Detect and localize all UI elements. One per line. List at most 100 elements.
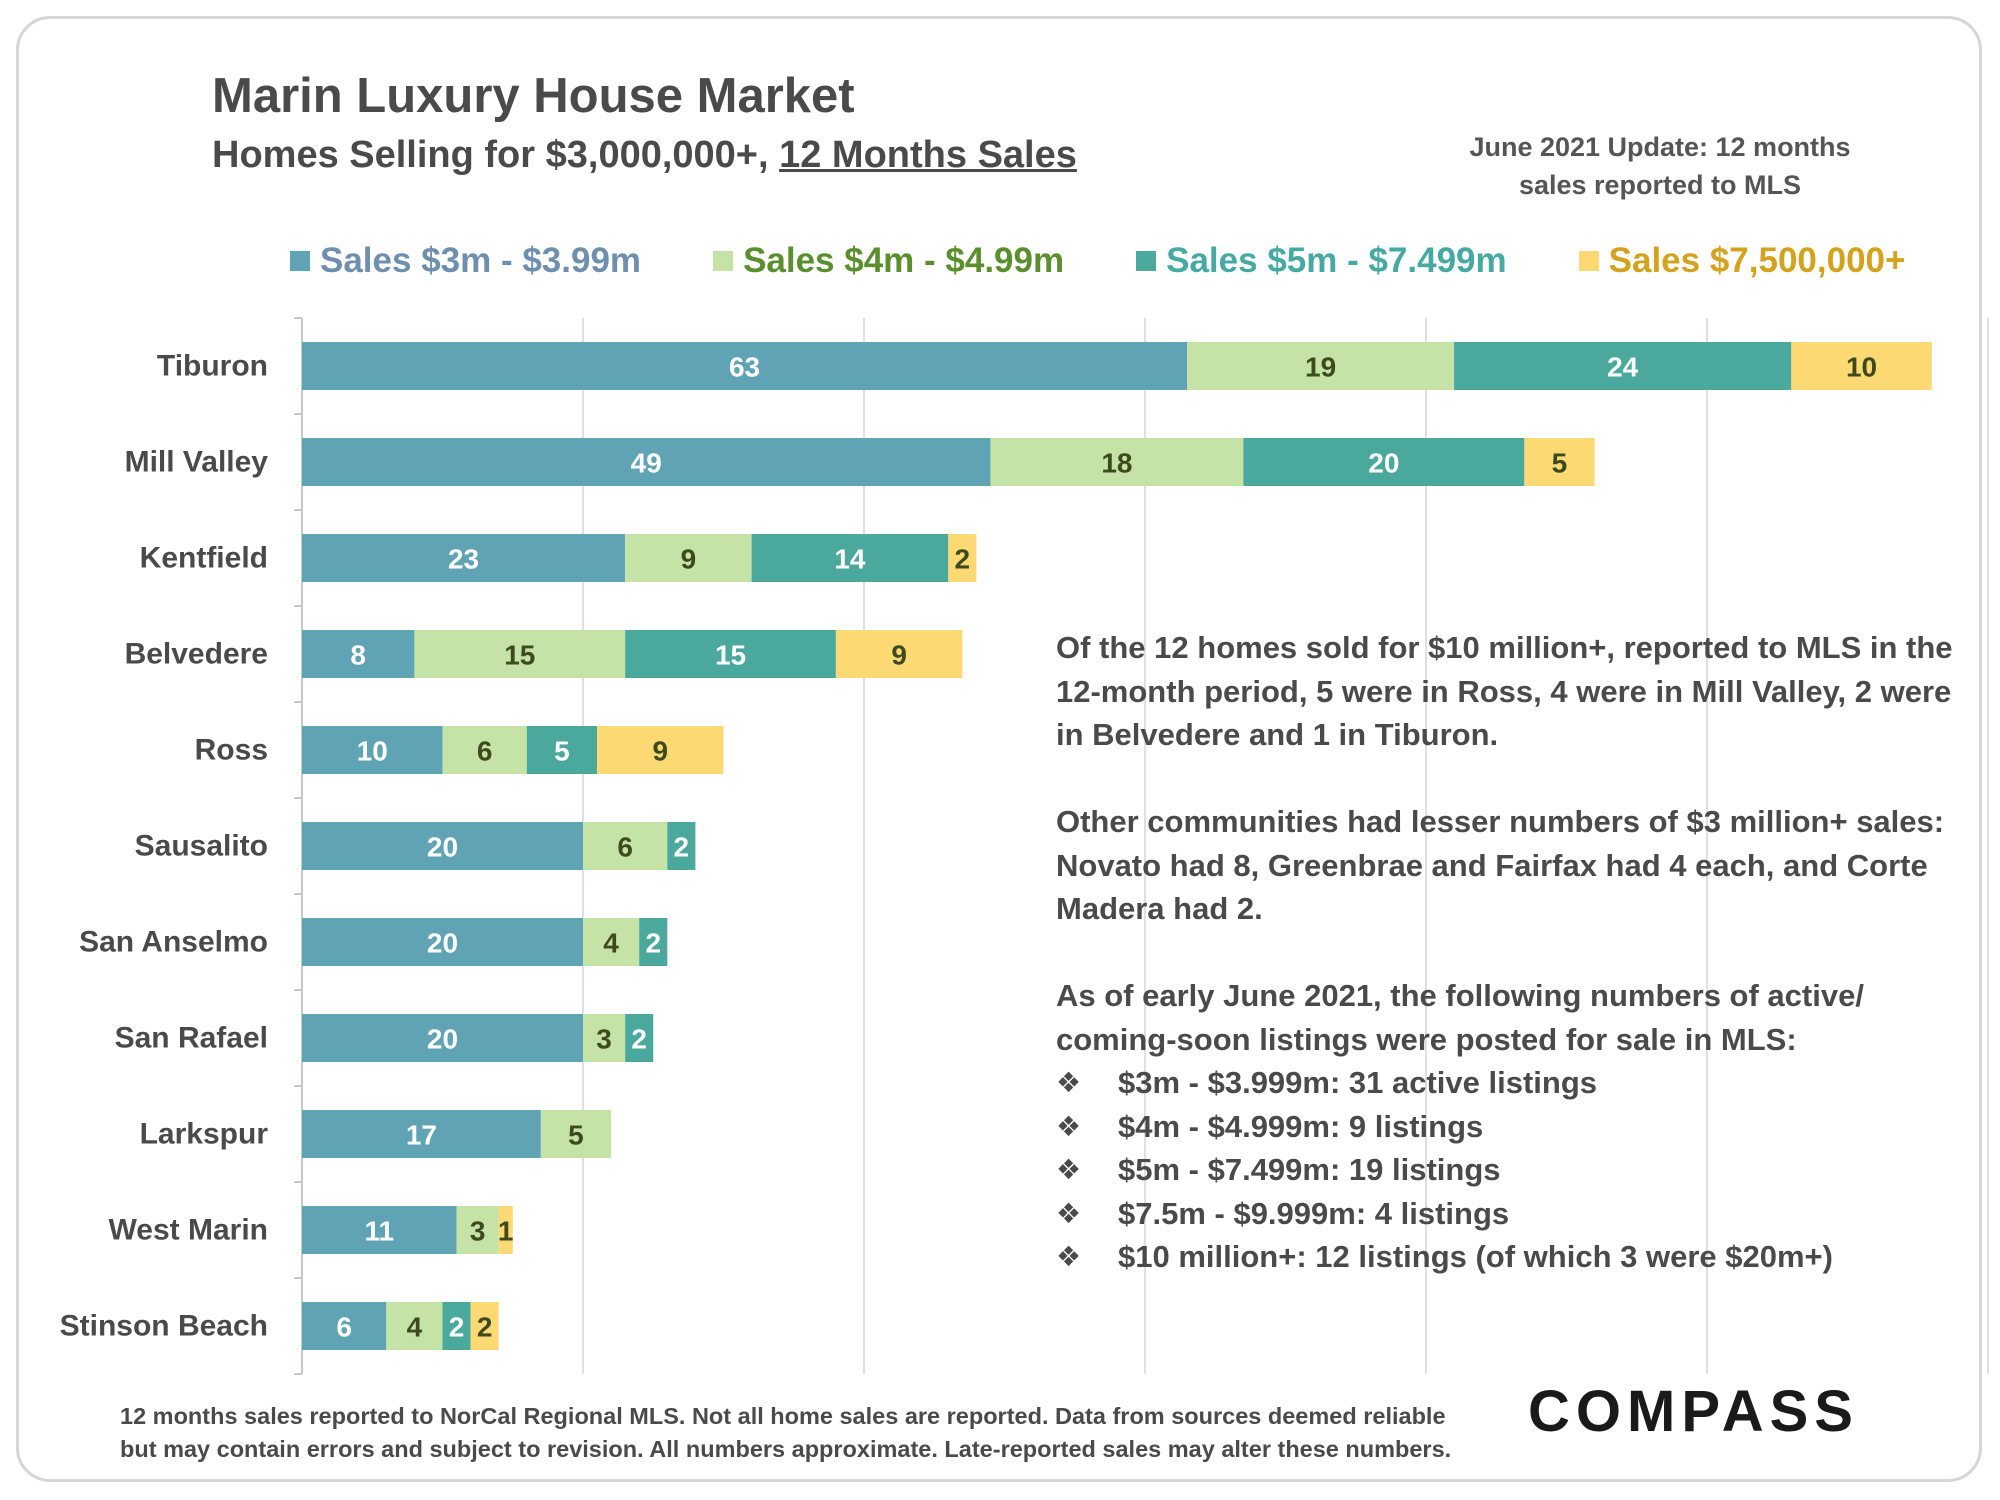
data-label: 2 [645,928,661,959]
data-label: 2 [955,544,971,575]
data-label: 2 [477,1312,493,1343]
list-item: ❖ $3m - $3.999m: 31 active listings [1056,1061,1956,1105]
data-label: 5 [1552,448,1568,479]
bar-s4m [1187,342,1455,390]
legend-item-5m: Sales $5m - $7.499m [1136,241,1507,281]
data-label: 3 [596,1024,612,1055]
bar-s3m [302,534,626,582]
category-label: Stinson Beach [60,1310,268,1343]
data-label: 10 [1846,352,1877,383]
notes-panel: Of the 12 homes sold for $10 million+, r… [1056,626,1956,1279]
bar-s5m [1454,342,1792,390]
data-label: 20 [427,1024,458,1055]
footnote-line-2: but may contain errors and subject to re… [120,1436,1452,1462]
data-label: 18 [1101,448,1132,479]
bar-s75m [470,1302,499,1350]
four-diamond-bullet-icon: ❖ [1056,1110,1082,1142]
bar-s75m [498,1206,513,1254]
bar-s3m [302,438,991,486]
note-ten-million-sales: Of the 12 homes sold for $10 million+, r… [1056,630,1953,752]
bar-s3m [302,822,583,870]
active-listings-list: ❖ $3m - $3.999m: 31 active listings ❖ $4m … [1056,1061,1956,1279]
bar-s3m [302,630,415,678]
listing-text: $7.5m - $9.999m: 4 listings [1118,1195,1510,1231]
update-line-1: June 2021 Update: 12 months [1469,132,1851,162]
category-label: San Rafael [115,1022,268,1055]
data-label: 14 [834,544,866,575]
legend-swatch-75m [1578,251,1599,271]
category-label: Mill Valley [125,446,269,479]
bar-s75m [1524,438,1595,486]
data-label: 6 [617,832,633,863]
legend-item-75m: Sales $7,500,000+ [1578,241,1906,281]
bar-s3m [302,1014,583,1062]
bar-s5m [639,918,668,966]
bar-s3m [302,342,1188,390]
bar-s3m [302,918,583,966]
bar-s5m [751,534,949,582]
data-label: 9 [891,640,907,671]
data-label: 19 [1305,352,1336,383]
data-label: 3 [470,1216,486,1247]
subtitle-main: Homes Selling for $3,000,000+, [212,134,780,176]
listing-text: $3m - $3.999m: 31 active listings [1118,1065,1598,1100]
four-diamond-bullet-icon: ❖ [1056,1241,1082,1272]
data-label: 11 [364,1216,394,1247]
data-label: 5 [554,736,570,767]
category-label: Belvedere [125,638,268,671]
data-label: 8 [350,640,366,671]
legend-swatch-3m [290,251,310,271]
category-label: Tiburon [157,350,268,383]
four-diamond-bullet-icon: ❖ [1056,1197,1082,1229]
legend-swatch-4m [713,251,734,271]
listing-text: $10 million+: 12 listings (of which 3 we… [1118,1239,1833,1274]
bar-s4m [456,1206,499,1254]
category-label: Larkspur [140,1118,269,1151]
data-label: 63 [729,352,760,383]
chart-title: Marin Luxury House Market [212,69,855,123]
data-label: 15 [504,640,535,671]
listing-text: $5m - $7.499m: 19 listings [1118,1152,1501,1187]
data-label: 24 [1607,352,1639,383]
data-label: 17 [406,1120,437,1151]
footnote-line-1: 12 months sales reported to NorCal Regio… [120,1403,1446,1429]
category-label: Sausalito [135,830,268,863]
data-label: 49 [631,448,662,479]
legend-label-4m: Sales $4m - $4.99m [743,241,1065,280]
bar-s5m [526,726,598,774]
data-label: 10 [357,736,388,767]
bar-s4m [625,534,752,582]
bar-s75m [948,534,977,582]
bar-s5m [625,630,836,678]
compass-logo: COMPASS [1528,1379,1859,1444]
bar-s3m [302,1302,387,1350]
bar-s4m [386,1302,443,1350]
four-diamond-bullet-icon: ❖ [1056,1154,1082,1185]
data-label: 4 [603,928,619,959]
category-label: Kentfield [140,542,268,575]
data-label: 5 [568,1120,584,1151]
legend-item-4m: Sales $4m - $4.99m [713,241,1064,281]
bar-s75m [597,726,724,774]
subtitle-underlined: 12 Months Sales [779,134,1077,176]
data-label: 15 [715,640,746,671]
note-other-communities: Other communities had lesser numbers of … [1056,804,1945,926]
bar-s4m [990,438,1244,486]
data-label: 23 [448,544,479,575]
bar-s4m [583,1014,626,1062]
category-label: Ross [195,734,268,767]
footnote: 12 months sales reported to NorCal Regio… [120,1400,1520,1466]
data-label: 4 [407,1312,423,1343]
data-label: 20 [1368,448,1399,479]
data-label: 9 [681,544,697,575]
list-item: ❖ $7.5m - $9.999m: 4 listings [1056,1192,1956,1236]
list-item: ❖ $5m - $7.499m: 19 listings [1056,1148,1956,1192]
category-label: San Anselmo [79,926,268,959]
data-label: 6 [336,1312,352,1343]
chart-subtitle: Homes Selling for $3,000,000+, 12 Months… [212,134,1077,177]
legend-label-75m: Sales $7,500,000+ [1608,241,1906,280]
note-active-listings-intro: As of early June 2021, the following num… [1056,978,1864,1057]
list-item: ❖ $4m - $4.999m: 9 listings [1056,1105,1956,1149]
category-label: West Marin [109,1214,268,1247]
